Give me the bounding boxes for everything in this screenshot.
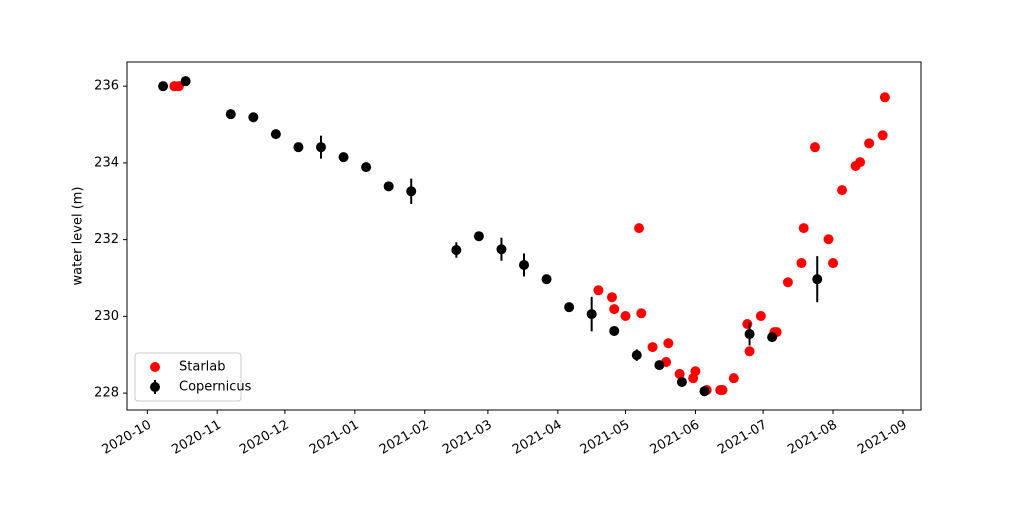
point: [755, 310, 766, 321]
point: [361, 162, 372, 173]
point: [620, 310, 631, 321]
y-axis-label: water level (m): [71, 186, 86, 285]
point: [782, 277, 793, 288]
point: [634, 223, 645, 234]
y-tick-label: 230: [94, 309, 119, 324]
point: [699, 386, 710, 397]
point: [636, 308, 647, 319]
point: [338, 152, 349, 163]
point: [606, 292, 617, 303]
point: [767, 332, 778, 343]
point: [158, 81, 169, 92]
point: [631, 350, 642, 361]
point: [248, 112, 259, 123]
legend-marker: [150, 382, 160, 392]
point: [812, 274, 823, 285]
legend-label: Starlab: [179, 360, 226, 375]
y-tick-label: 234: [94, 155, 119, 170]
point: [609, 304, 620, 315]
point: [879, 92, 890, 103]
point: [451, 245, 462, 256]
point: [406, 186, 417, 197]
point: [796, 258, 807, 269]
point: [742, 319, 753, 330]
point: [609, 325, 620, 336]
point: [855, 157, 866, 168]
y-tick-label: 236: [94, 79, 119, 94]
plot-frame: [126, 61, 922, 411]
point: [828, 258, 839, 269]
point: [744, 346, 755, 357]
point: [690, 366, 701, 377]
legend-box: [134, 352, 242, 402]
point: [837, 185, 848, 196]
point: [877, 130, 888, 141]
point: [864, 138, 875, 149]
point: [564, 302, 575, 313]
point: [180, 76, 191, 87]
point: [593, 285, 604, 296]
point: [728, 373, 739, 384]
point: [676, 376, 687, 387]
legend-marker: [150, 362, 160, 372]
point: [293, 142, 304, 153]
point: [798, 223, 809, 234]
point: [270, 129, 281, 140]
point: [744, 329, 755, 340]
point: [586, 309, 597, 320]
point: [496, 244, 507, 255]
y-tick-label: 228: [94, 386, 119, 401]
point: [383, 181, 394, 192]
point: [717, 385, 728, 396]
y-tick-label: 232: [94, 232, 119, 247]
point: [541, 274, 552, 285]
point: [809, 142, 820, 153]
point: [663, 338, 674, 349]
point: [674, 368, 685, 379]
point: [519, 259, 529, 270]
point: [225, 109, 236, 120]
point: [823, 234, 834, 245]
point: [654, 360, 665, 371]
legend-label: Copernicus: [179, 380, 252, 395]
point: [647, 342, 658, 353]
point: [473, 231, 484, 242]
point: [315, 142, 326, 153]
